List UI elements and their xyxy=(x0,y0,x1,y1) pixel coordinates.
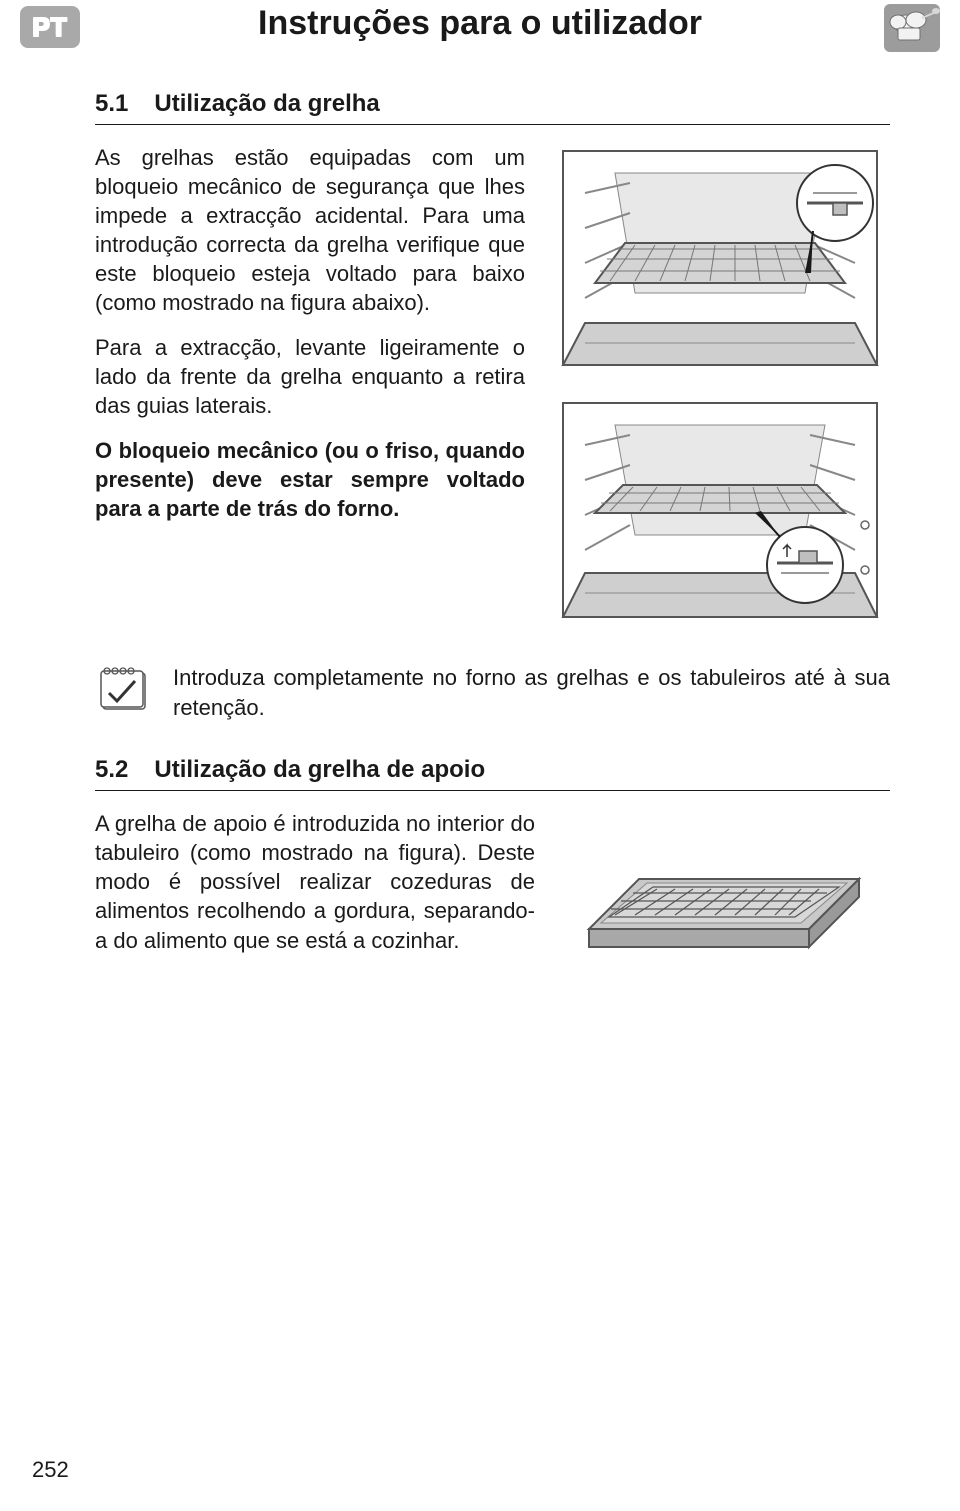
note-block: Introduza completamente no forno as grel… xyxy=(95,663,890,722)
section-title: Utilização da grelha de apoio xyxy=(154,756,485,784)
paragraph: Para a extracção, levante ligeiramente o… xyxy=(95,333,525,420)
section-5-1-figures xyxy=(549,143,890,625)
chef-hat-icon xyxy=(884,4,940,52)
section-5-2-heading: 5.2 Utilização da grelha de apoio xyxy=(95,756,890,784)
page-title: Instruções para o utilizador xyxy=(0,4,960,43)
notepad-icon xyxy=(95,663,155,715)
section-5-2-text: A grelha de apoio é introduzida no inter… xyxy=(95,809,535,954)
content-area: 5.1 Utilização da grelha As grelhas estã… xyxy=(0,60,960,984)
page-number: 252 xyxy=(32,1457,69,1483)
section-5-2-body: A grelha de apoio é introduzida no inter… xyxy=(95,809,890,984)
section-number: 5.1 xyxy=(95,90,128,118)
section-divider xyxy=(95,124,890,125)
paragraph-bold: O bloqueio mecânico (ou o friso, quando … xyxy=(95,436,525,523)
section-divider xyxy=(95,790,890,791)
page-header: PT Instruções para o utilizador xyxy=(0,0,960,60)
section-5-1-body: As grelhas estão equipadas com um bloque… xyxy=(95,143,890,625)
paragraph: A grelha de apoio é introduzida no inter… xyxy=(95,811,535,865)
section-5-2: 5.2 Utilização da grelha de apoio A grel… xyxy=(95,756,890,984)
tray-with-grid-figure xyxy=(559,809,869,984)
oven-insert-figure xyxy=(555,143,885,373)
section-5-1-text: As grelhas estão equipadas com um bloque… xyxy=(95,143,525,539)
note-text: Introduza completamente no forno as grel… xyxy=(173,663,890,722)
section-title: Utilização da grelha xyxy=(154,90,379,118)
section-5-1-heading: 5.1 Utilização da grelha xyxy=(95,90,890,118)
section-number: 5.2 xyxy=(95,756,128,784)
paragraph: As grelhas estão equipadas com um bloque… xyxy=(95,143,525,317)
oven-remove-figure xyxy=(555,395,885,625)
